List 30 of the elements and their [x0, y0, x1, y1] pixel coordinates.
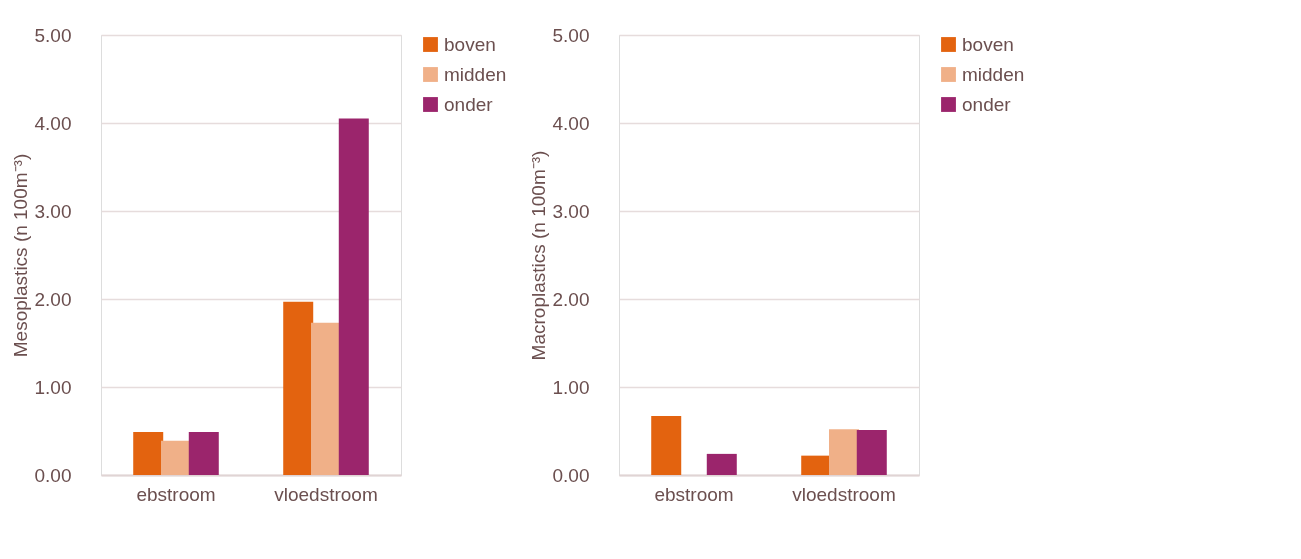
- y-tick-label: 0.00: [34, 464, 72, 486]
- y-axis-title: Macroplastics (n 100m⁻³): [527, 150, 549, 361]
- y-tick-label: 3.00: [552, 200, 590, 222]
- legend-label: boven: [962, 33, 1014, 55]
- bar: [283, 301, 314, 475]
- y-tick-label: 1.00: [552, 376, 590, 398]
- x-tick-label: vloedstroom: [274, 483, 378, 505]
- y-tick-label: 5.00: [552, 24, 590, 46]
- x-tick-label: ebstroom: [654, 483, 734, 505]
- bar: [311, 322, 341, 475]
- bar: [161, 440, 191, 475]
- legend-label: onder: [444, 93, 494, 115]
- legend-label: midden: [444, 63, 507, 85]
- x-tick-label: ebstroom: [136, 483, 216, 505]
- legend-label: midden: [962, 63, 1025, 85]
- legend-label: boven: [444, 33, 496, 55]
- y-tick-label: 0.00: [552, 464, 590, 486]
- bar: [338, 118, 369, 475]
- y-tick-label: 3.00: [34, 200, 72, 222]
- bar: [188, 431, 219, 475]
- x-tick-label: vloedstroom: [792, 483, 896, 505]
- bar: [133, 431, 164, 475]
- y-tick-label: 4.00: [552, 112, 590, 134]
- y-tick-label: 4.00: [34, 112, 72, 134]
- y-tick-label: 5.00: [34, 24, 72, 46]
- y-axis-title: Mesoplastics (n 100m⁻³): [9, 153, 31, 358]
- legend-label: onder: [962, 93, 1012, 115]
- y-tick-label: 2.00: [552, 288, 590, 310]
- y-tick-label: 1.00: [34, 376, 72, 398]
- y-tick-label: 2.00: [34, 288, 72, 310]
